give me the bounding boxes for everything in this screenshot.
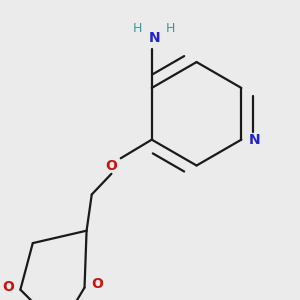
Text: O: O bbox=[91, 278, 103, 292]
Text: O: O bbox=[2, 280, 14, 294]
Text: N: N bbox=[249, 133, 261, 147]
Text: H: H bbox=[166, 22, 175, 35]
Text: O: O bbox=[106, 158, 117, 172]
Text: H: H bbox=[133, 22, 142, 35]
Text: N: N bbox=[149, 31, 161, 45]
